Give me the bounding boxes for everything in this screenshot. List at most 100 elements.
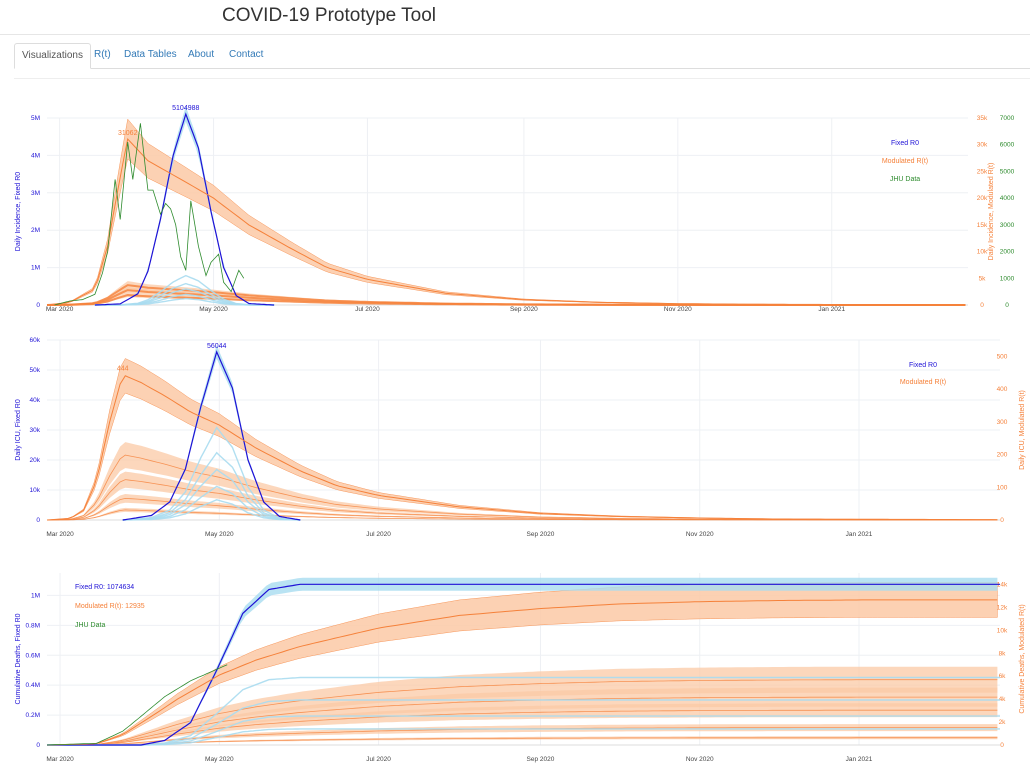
y2-tick-label: 0 — [1000, 517, 1004, 524]
scenario-band — [47, 736, 998, 745]
peak-annotation: 5104988 — [172, 105, 199, 112]
y-tick-label: 0 — [36, 302, 40, 309]
scenario-line — [46, 679, 998, 746]
modulated-band — [46, 358, 998, 521]
fixed-scenario-line — [47, 715, 1000, 746]
y-tick-label: 20k — [30, 457, 41, 464]
scenario-band — [47, 687, 998, 745]
y-tick-label: 50k — [30, 367, 41, 374]
y2-tick-label: 10k — [977, 249, 988, 256]
chart-panel-2: Mar 2020 May 2020 Jul 2020 Sep 2020 Nov 2020… — [15, 337, 1026, 538]
x-tick-label: May 2020 — [205, 531, 234, 538]
y2-tick-label: 14k — [997, 581, 1008, 588]
y3-tick-label: 7000 — [1000, 115, 1015, 122]
fixed-scenario-line — [122, 426, 301, 521]
series-line-fixed-r0 — [94, 112, 275, 306]
y3-tick-label: 3000 — [1000, 222, 1015, 229]
x-tick-label: Nov 2020 — [686, 756, 714, 763]
app-title: COVID-19 Prototype Tool — [222, 5, 437, 26]
y-tick-label: 0.8M — [26, 622, 40, 629]
tab-contact[interactable]: Contact — [229, 49, 264, 60]
y-axis-title: Daily ICU, Fixed R0 — [15, 399, 22, 461]
fixed-scenario-line — [94, 297, 275, 306]
y-tick-label: 1M — [31, 592, 40, 599]
legend-item: Fixed R0: 1074634 — [75, 584, 134, 591]
legend-item: JHU Data — [890, 176, 920, 183]
y-tick-label: 60k — [30, 337, 41, 344]
y-axis-title: Daily Incidence, Fixed R0 — [15, 172, 22, 251]
chart-panel-1: Mar 2020 May 2020 Jul 2020 Sep 2020 Nov 2020… — [15, 105, 1015, 313]
x-tick-label: Jan 2021 — [818, 306, 845, 313]
y3-tick-label: 2000 — [1000, 249, 1015, 256]
y-tick-label: 0.2M — [26, 712, 40, 719]
legend-item: Modulated R(t): 12935 — [75, 603, 145, 610]
series-line-jhu-data — [54, 123, 245, 306]
y-tick-label: 5M — [31, 115, 40, 122]
y2-tick-label: 6k — [999, 673, 1007, 680]
y-tick-label: 10k — [30, 487, 41, 494]
y2-tick-label: 0 — [1000, 742, 1004, 749]
series-line-jhu-data — [46, 664, 228, 746]
y2-tick-label: 5k — [979, 275, 987, 282]
legend-item: Modulated R(t) — [900, 379, 946, 386]
title-divider — [0, 34, 1030, 35]
y2-tick-label: 500 — [997, 353, 1008, 360]
x-tick-label: Jan 2021 — [846, 756, 873, 763]
x-tick-label: Sep 2020 — [527, 531, 555, 538]
y-tick-label: 0.6M — [26, 652, 40, 659]
y2-tick-label: 400 — [997, 386, 1008, 393]
y2-tick-label: 0 — [980, 302, 984, 309]
y-tick-label: 2M — [31, 227, 40, 234]
x-tick-label: Jul 2020 — [366, 756, 391, 763]
y2-tick-label: 35k — [977, 115, 988, 122]
y-tick-label: 0 — [36, 517, 40, 524]
scenario-band — [47, 442, 998, 520]
fixed-scenario-line — [47, 676, 1000, 746]
x-tick-label: Mar 2020 — [46, 756, 74, 763]
tab-about[interactable]: About — [188, 49, 215, 60]
y-axis-title: Cumulative Deaths, Fixed R0 — [15, 613, 22, 704]
scenario-band — [47, 471, 998, 520]
y2-tick-label: 15k — [977, 222, 988, 229]
y-tick-label: 0.4M — [26, 682, 40, 689]
y3-tick-label: 4000 — [1000, 195, 1015, 202]
legend-item: JHU Data — [75, 622, 105, 629]
x-tick-label: Sep 2020 — [527, 756, 555, 763]
x-tick-label: Jul 2020 — [366, 531, 391, 538]
y-tick-label: 40k — [30, 397, 41, 404]
y2-axis-title: Daily ICU, Modulated R(t) — [1019, 390, 1026, 470]
scenario-band — [47, 703, 998, 745]
tab-bar: Visualizations R(t) Data Tables About Co… — [14, 43, 1030, 69]
y2-tick-label: 25k — [977, 168, 988, 175]
scenario-line — [47, 737, 998, 746]
scenario-line — [47, 509, 998, 521]
tab-data-tables[interactable]: Data Tables — [124, 49, 177, 60]
tab-visualizations[interactable]: Visualizations — [14, 43, 91, 69]
y-tick-label: 0 — [36, 742, 40, 749]
y2-tick-label: 12k — [997, 604, 1008, 611]
y3-tick-label: 6000 — [1000, 142, 1015, 149]
y2-tick-label: 2k — [999, 719, 1007, 726]
y-tick-label: 3M — [31, 190, 40, 197]
legend-item: Fixed R0 — [909, 362, 937, 369]
x-tick-label: May 2020 — [205, 756, 234, 763]
tab-content-divider — [14, 78, 1030, 79]
y3-tick-label: 0 — [1005, 302, 1009, 309]
fixed-scenario-line — [47, 699, 1000, 746]
modulated-band — [46, 118, 966, 306]
series-line-modulated-rt — [46, 375, 998, 521]
y2-axis-title: Cumulative Deaths, Modulated R(t) — [1019, 604, 1026, 713]
x-tick-label: Nov 2020 — [664, 306, 692, 313]
tab-rt[interactable]: R(t) — [94, 49, 111, 60]
x-tick-label: Sep 2020 — [510, 306, 538, 313]
y-tick-label: 30k — [30, 427, 41, 434]
y2-tick-label: 100 — [997, 484, 1008, 491]
series-line-modulated-rt — [46, 137, 966, 306]
y2-tick-label: 20k — [977, 195, 988, 202]
peak-annotation: 56044 — [207, 343, 227, 350]
series-line-modulated-rt — [46, 599, 998, 746]
series-line-fixed-r0 — [47, 583, 1000, 746]
y2-tick-label: 300 — [997, 419, 1008, 426]
fixed-scenario-line — [47, 728, 1000, 746]
